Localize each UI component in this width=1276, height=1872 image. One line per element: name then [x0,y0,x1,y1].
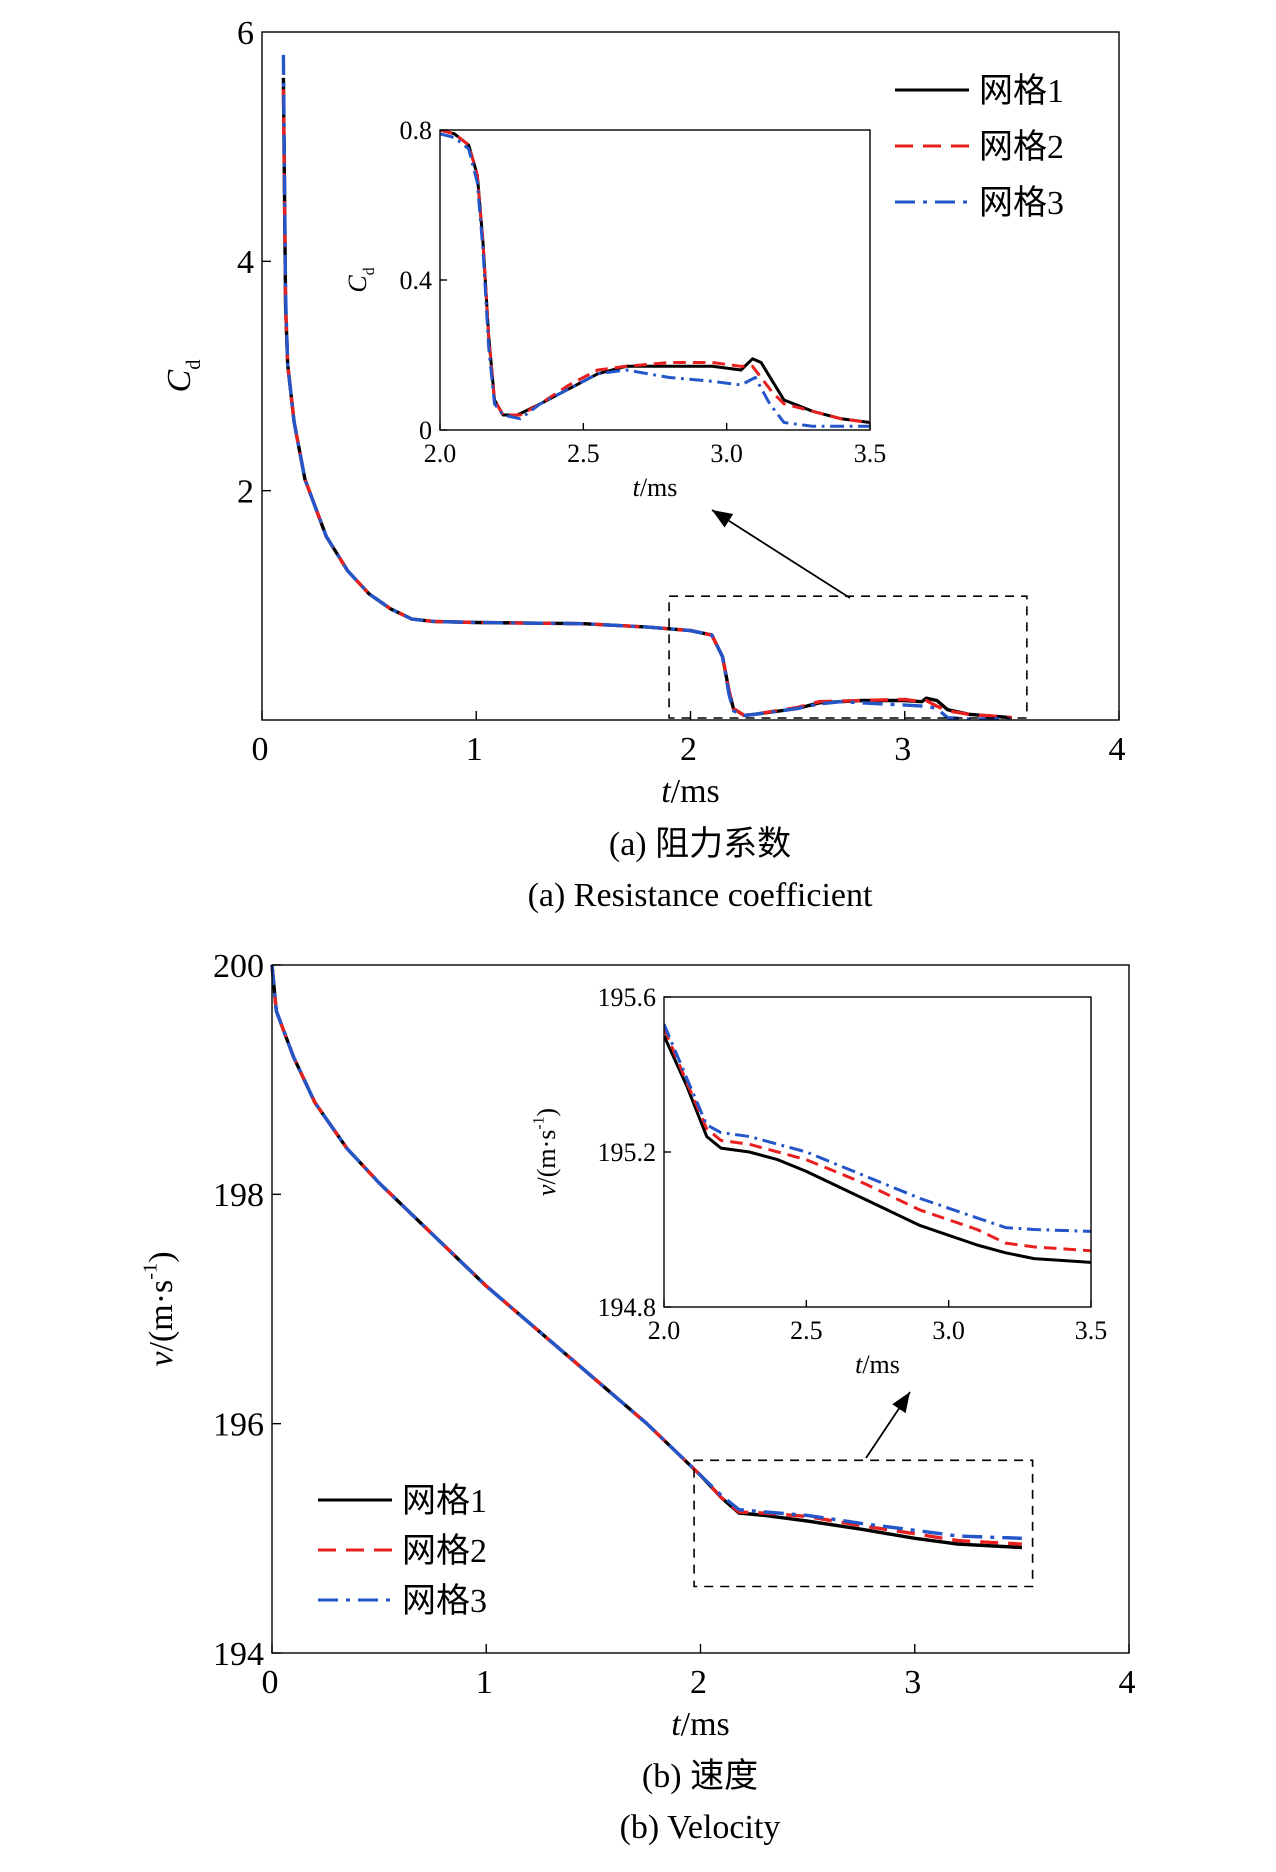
b-inset-ytick-label: 194.8 [598,1293,657,1322]
a-inset-series-line-3 [440,132,870,428]
b-inset-ytick-label: 195.6 [598,983,657,1012]
a-inset-xtick-label: 2.5 [567,439,600,468]
a-inset-plot: 2.0 2.5 3.0 3.5 0 0.4 0.8 t/ms Cd [343,116,886,502]
b-main-xaxis-label: t/ms [671,1706,730,1743]
a-inset-ytick-label: 0.4 [400,266,433,295]
b-inset-xtick-label: 2.5 [790,1316,823,1345]
a-legend-label-1: 网格1 [979,72,1064,110]
panel-b-chart: 0 1 2 3 4 194 196 198 200 t/ms v/(m·s-1) 网格1 网格2 网格3 2… [140,948,1136,1743]
a-inset-xaxis-label: t/ms [633,473,678,502]
b-zoom-arrow-head [892,1392,910,1414]
b-inset-xtick-label: 2.0 [648,1316,681,1345]
b-main-ytick-label: 194 [213,1636,264,1673]
a-zoom-arrow-head [712,510,734,528]
b-inset-ytick-label: 195.2 [598,1138,657,1167]
b-zoom-arrow [865,1391,911,1459]
a-inset-ytick-label: 0.8 [400,116,433,145]
a-zoom-arrow-shaft [711,509,851,599]
a-inset-xtick-label: 3.0 [710,439,743,468]
a-main-ytick-label: 2 [237,474,254,511]
b-main-xtick-label: 2 [690,1664,707,1701]
b-inset-yaxis-label: v/(m·s-1) [530,1108,561,1196]
b-inset-series-line-2 [664,1027,1091,1253]
b-main-xtick-label: 1 [476,1664,493,1701]
panel-b-caption-en: (b) Velocity [620,1809,781,1846]
b-inset-plot: 2.0 2.5 3.0 3.5 194.8 195.2 195.6 t/ms v/(m·s-1) [530,983,1107,1379]
b-main-xtick-label: 0 [262,1664,279,1701]
a-main-series-line-3 [281,54,1012,721]
a-legend-label-2: 网格2 [979,128,1064,166]
b-inset-xtick-label: 3.0 [932,1316,965,1345]
b-main-ytick-label: 198 [213,1177,264,1214]
a-main-xtick-label: 2 [680,731,697,768]
b-main-xtick-label: 4 [1119,1664,1136,1701]
b-inset-series-line-1 [664,1035,1091,1264]
b-main-ytick-label: 196 [213,1407,264,1444]
panel-a-caption-cn: (a) 阻力系数 [609,825,791,863]
b-main-series-line-3 [270,964,1022,1540]
a-inset-xtick-label: 3.5 [854,439,887,468]
a-legend-label-3: 网格3 [979,184,1064,222]
a-main-plot: 0 1 2 3 4 2 4 6 t/ms Cd [161,15,1126,810]
a-zoom-arrow [711,509,851,599]
b-main-ytick-label: 200 [213,948,264,985]
panel-a-caption-en: (a) Resistance coefficient [528,877,873,914]
b-main-yaxis-label: v/(m·s-1) [140,1251,180,1366]
a-main-xaxis-label: t/ms [661,773,720,810]
b-inset-xaxis-label: t/ms [855,1350,900,1379]
a-main-xtick-label: 1 [466,731,483,768]
b-inset-series-group [664,1023,1091,1264]
b-zoom-region-box [693,1459,1034,1588]
a-inset-xtick-label: 2.0 [424,439,457,468]
panel-b-caption-cn: (b) 速度 [642,1757,758,1795]
a-inset-ytick-label: 0 [419,416,432,445]
a-main-xtick-label: 3 [894,731,911,768]
a-main-ytick-label: 4 [237,244,254,281]
a-inset-series-group [440,130,870,428]
a-inset-yaxis-label: Cd [343,267,378,292]
b-legend-label-2: 网格2 [402,1532,487,1570]
a-main-yaxis-label: Cd [161,360,205,393]
b-legend-label-1: 网格1 [402,1482,487,1520]
a-main-series-group [281,54,1013,721]
a-main-ytick-label: 6 [237,15,254,52]
b-main-xtick-label: 3 [904,1664,921,1701]
b-main-series-group [270,964,1022,1550]
b-inset-series-line-3 [664,1023,1091,1233]
a-legend: 网格1 网格2 网格3 [895,72,1064,222]
b-legend-label-3: 网格3 [402,1582,487,1620]
a-main-xtick-label: 4 [1109,731,1126,768]
b-inset-xtick-label: 3.5 [1075,1316,1108,1345]
a-main-xtick-label: 0 [252,731,269,768]
b-legend: 网格1 网格2 网格3 [318,1482,487,1620]
b-main-plot: 0 1 2 3 4 194 196 198 200 t/ms v/(m·s-1) [140,948,1136,1743]
